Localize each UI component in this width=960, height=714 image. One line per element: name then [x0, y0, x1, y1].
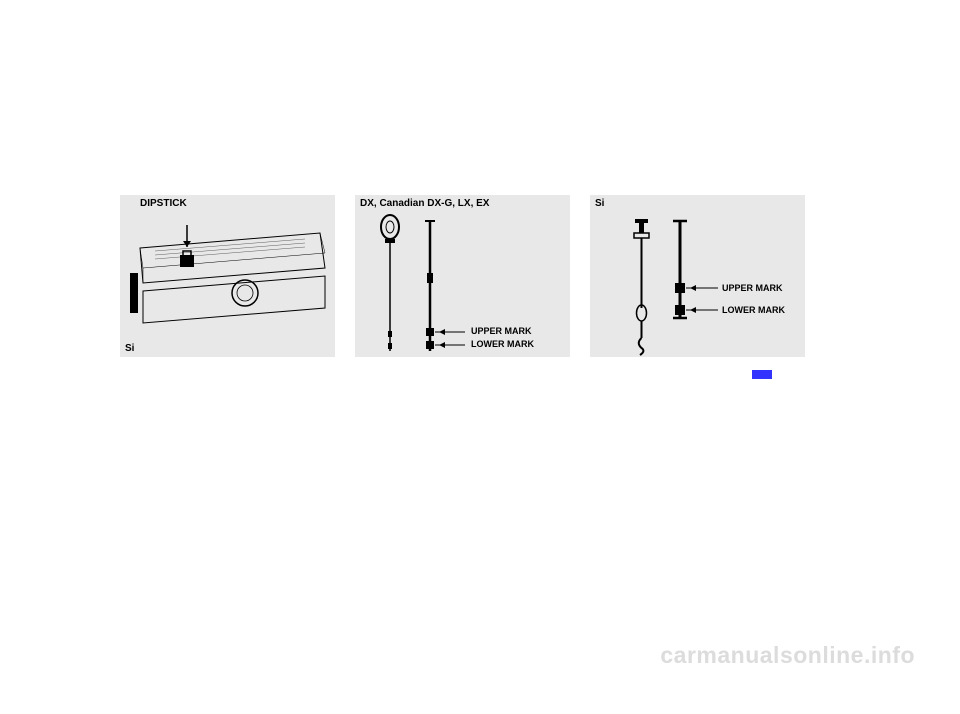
- figure-dipstick-dx: DX, Canadian DX-G, LX, EX: [355, 195, 570, 357]
- model-label-dx: DX, Canadian DX-G, LX, EX: [360, 198, 489, 209]
- si-label-bottom: Si: [125, 343, 134, 354]
- lower-mark-label-si: LOWER MARK: [722, 305, 785, 315]
- page-ref-link[interactable]: [752, 370, 772, 379]
- figure-dipstick-si: Si: [590, 195, 805, 357]
- engine-illustration: [125, 213, 330, 339]
- figure-engine-dipstick: DIPSTICK: [120, 195, 335, 357]
- upper-mark-label-dx: UPPER MARK: [471, 326, 532, 336]
- upper-mark-label-si: UPPER MARK: [722, 283, 783, 293]
- lower-mark-label-dx: LOWER MARK: [471, 339, 534, 349]
- dipstick-dx-illustration: [355, 213, 570, 352]
- watermark-text: carmanualsonline.info: [660, 642, 915, 669]
- model-label-si: Si: [595, 198, 604, 209]
- figures-row: DIPSTICK: [120, 195, 840, 357]
- page-content: DIPSTICK: [120, 195, 840, 357]
- dipstick-label: DIPSTICK: [140, 198, 187, 209]
